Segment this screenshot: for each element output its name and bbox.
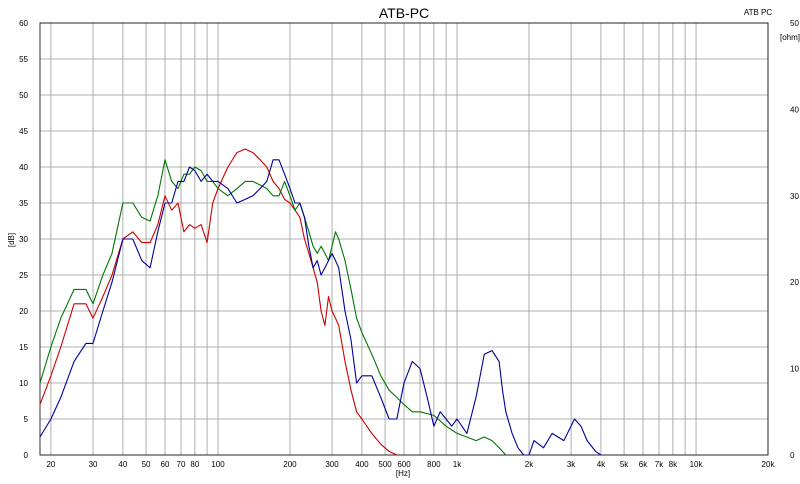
series-line-1 [39,148,398,456]
x-tick-label: 80 [190,460,199,469]
y2-tick-label: 40 [790,105,799,114]
y2-tick-label: 30 [790,192,799,201]
y-tick-label: 55 [19,55,28,64]
y2-axis-unit-label: [ohm] [780,33,800,42]
x-tick-label: 100 [211,460,225,469]
y-tick-label: 10 [19,379,28,388]
y-tick-label: 25 [19,271,28,280]
x-axis-tick-labels: 20 30 40 50 60 70 80 100 200 300 400 500 600 800 1k 2k 3… [46,460,775,469]
y2-tick-label: 10 [790,365,799,374]
x-tick-label: 600 [397,460,411,469]
x-tick-label: 6k [639,460,648,469]
top-right-label: ATB PC [744,8,773,17]
x-tick-label: 30 [89,460,98,469]
series-line-3 [39,159,602,456]
x-tick-label: 40 [118,460,127,469]
y-axis-tick-labels: 0 5 10 15 20 25 30 35 40 45 50 55 60 [19,19,28,460]
x-tick-label: 1k [453,460,462,469]
x-tick-label: 20k [762,460,776,469]
y-tick-label: 45 [19,127,28,136]
y-tick-label: 40 [19,163,28,172]
series-line-2 [39,159,507,456]
chart-title: ATB-PC [379,5,429,21]
x-tick-label: 4k [597,460,606,469]
y2-tick-label: 0 [790,451,795,460]
x-axis-label: [Hz] [396,469,410,478]
x-tick-label: 10k [690,460,704,469]
y-tick-label: 0 [24,451,29,460]
y2-axis-tick-labels: 0 10 20 30 40 50 [790,19,799,460]
x-tick-label: 200 [283,460,297,469]
y-tick-label: 20 [19,307,28,316]
x-tick-label: 400 [355,460,369,469]
x-tick-label: 800 [427,460,441,469]
y2-tick-label: 20 [790,278,799,287]
y-tick-label: 60 [19,19,28,28]
y-tick-label: 30 [19,235,28,244]
x-tick-label: 3k [567,460,576,469]
x-tick-label: 500 [378,460,392,469]
y-tick-label: 5 [24,415,29,424]
y-tick-label: 15 [19,343,28,352]
x-tick-label: 7k [655,460,664,469]
y-tick-label: 50 [19,91,28,100]
x-tick-label: 20 [46,460,55,469]
x-tick-label: 60 [161,460,170,469]
grid-lines [40,22,769,456]
x-tick-label: 5k [620,460,629,469]
y-tick-label: 35 [19,199,28,208]
plot-frame [39,22,769,456]
series-layer [39,148,602,456]
x-tick-label: 50 [142,460,151,469]
x-tick-label: 70 [177,460,186,469]
y-axis-label: [dB] [7,233,16,247]
y2-tick-label: 50 [790,19,799,28]
x-tick-label: 300 [325,460,339,469]
x-tick-label: 8k [669,460,678,469]
x-tick-label: 2k [525,460,534,469]
plot-border [39,22,769,456]
